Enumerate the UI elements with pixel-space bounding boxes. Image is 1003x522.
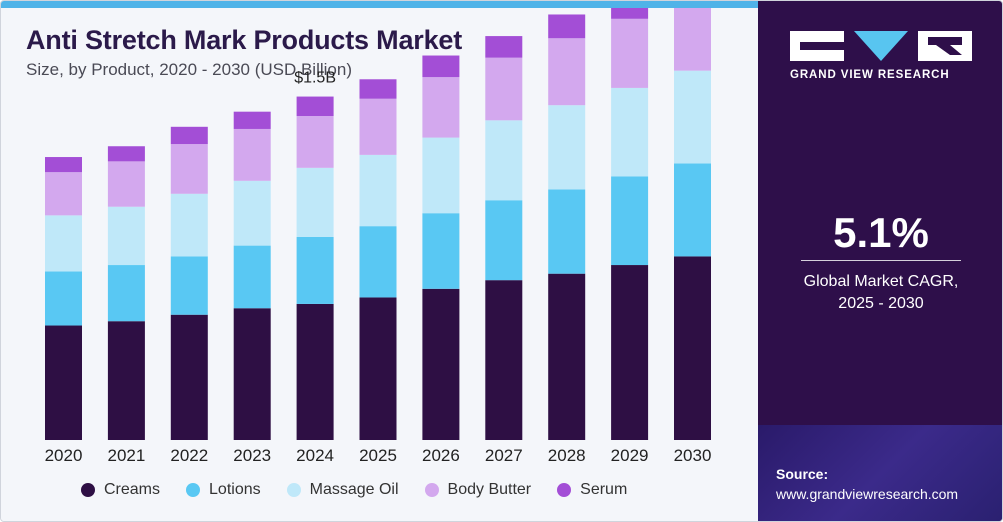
bar-creams-2020 [45,325,82,440]
legend-swatch [286,483,301,497]
bar-creams-2030 [674,256,711,440]
bar-serum-2020 [45,157,82,173]
bar-serum-2029 [611,8,649,19]
bar-massage-oil-2020 [45,215,82,272]
chart-panel: Anti Stretch Mark Products Market Size, … [1,8,758,521]
bar-serum-2021 [107,146,145,162]
x-tick-label-2030: 2030 [674,446,712,465]
source-link[interactable]: www.grandviewresearch.com [776,486,959,502]
bar-lotions-2023 [233,245,271,309]
legend-label: Creams [104,481,161,498]
bar-body-butter-2027 [485,57,523,121]
legend-label: Massage Oil [309,481,399,498]
brand-name: GRAND VIEW RESEARCH [790,69,950,81]
bar-massage-oil-2026 [422,137,460,214]
legend-item-lotions: Lotions [186,481,261,499]
top-accent-bar [1,1,758,8]
legend-swatch [557,483,572,497]
bar-massage-oil-2027 [485,120,523,201]
bar-massage-oil-2022 [170,193,208,257]
bar-body-butter-2020 [45,172,82,216]
bar-creams-2028 [548,273,586,440]
bar-creams-2024 [296,303,334,440]
bar-massage-oil-2023 [233,180,271,246]
x-tick-label-2028: 2028 [548,446,586,465]
x-tick-label-2021: 2021 [107,446,145,465]
legend-item-serum: Serum [557,481,627,499]
brand-logo-icon [790,31,972,61]
bar-serum-2023 [233,111,271,129]
bar-serum-2024 [296,96,334,116]
x-tick-label-2026: 2026 [422,446,460,465]
bar-body-butter-2024 [296,116,334,168]
bar-serum-2028 [548,14,586,39]
cagr-label-line2: 2025 - 2030 [838,295,924,312]
cagr-divider [801,260,961,261]
bar-serum-2027 [485,36,523,58]
bar-lotions-2020 [45,271,82,326]
x-tick-label-2023: 2023 [233,446,271,465]
bar-lotions-2025 [359,226,397,298]
bar-serum-2022 [170,126,208,145]
bar-creams-2021 [107,321,145,440]
bar-body-butter-2030 [674,8,711,71]
cagr-value: 5.1% [833,209,929,256]
x-tick-label-2024: 2024 [296,446,334,465]
bar-lotions-2027 [485,200,523,281]
bar-creams-2027 [485,280,523,440]
bar-body-butter-2021 [107,161,145,207]
bar-serum-2026 [422,55,460,78]
legend-label: Body Butter [447,481,532,498]
sidebar-panel: GRAND VIEW RESEARCH 5.1% Global Market C… [758,1,1002,521]
chart-title: Anti Stretch Mark Products Market [26,25,462,55]
source-band [758,425,1002,521]
bar-serum-2025 [359,79,397,99]
bar-body-butter-2026 [422,77,460,138]
bar-lotions-2028 [548,189,586,274]
x-tick-label-2027: 2027 [485,446,523,465]
bar-massage-oil-2021 [107,206,145,266]
annotation-2024: $1.5B [294,70,336,87]
legend-item-massage-oil: Massage Oil [286,481,399,499]
bar-creams-2022 [170,314,208,440]
cagr-label: Global Market CAGR, 2025 - 2030 [758,271,1002,315]
x-tick-label-2022: 2022 [170,446,208,465]
bar-massage-oil-2030 [674,70,711,164]
cagr-label-line1: Global Market CAGR, [803,273,959,290]
bar-massage-oil-2025 [359,154,397,227]
bar-body-butter-2029 [611,18,649,88]
bar-massage-oil-2024 [296,167,334,237]
x-tick-label-2025: 2025 [359,446,397,465]
bar-massage-oil-2029 [611,87,649,177]
bar-creams-2029 [611,265,649,440]
source-label: Source: [776,466,829,482]
legend-swatch [186,483,201,497]
stacked-bar-chart: 2020 2021 2022 2023 2024 $1.5B 2025 2026 2027 202… [45,8,712,465]
bar-massage-oil-2028 [548,105,586,190]
chart-legend: Creams Lotions Massage Oil Body Butter Serum [81,481,653,499]
legend-swatch [81,483,95,497]
legend-swatch [424,483,439,497]
bar-lotions-2024 [296,236,334,304]
bar-body-butter-2025 [359,98,397,155]
legend-label: Serum [580,481,628,498]
x-tick-label-2020: 2020 [45,446,83,465]
legend-item-body-butter: Body Butter [424,481,532,499]
bar-lotions-2029 [611,176,649,266]
bar-lotions-2021 [107,265,145,322]
legend-item-creams: Creams [81,481,160,499]
bar-body-butter-2028 [548,38,586,106]
bar-lotions-2030 [674,163,711,257]
bar-creams-2026 [422,288,460,440]
chart-subtitle: Size, by Product, 2020 - 2030 (USD Billi… [26,60,352,79]
bar-creams-2023 [233,308,271,440]
x-tick-label-2029: 2029 [611,446,649,465]
bar-lotions-2026 [422,213,460,289]
bar-creams-2025 [359,297,397,440]
legend-label: Lotions [209,481,261,498]
bar-body-butter-2022 [170,144,208,194]
bar-body-butter-2023 [233,128,271,181]
bar-lotions-2022 [170,256,208,315]
